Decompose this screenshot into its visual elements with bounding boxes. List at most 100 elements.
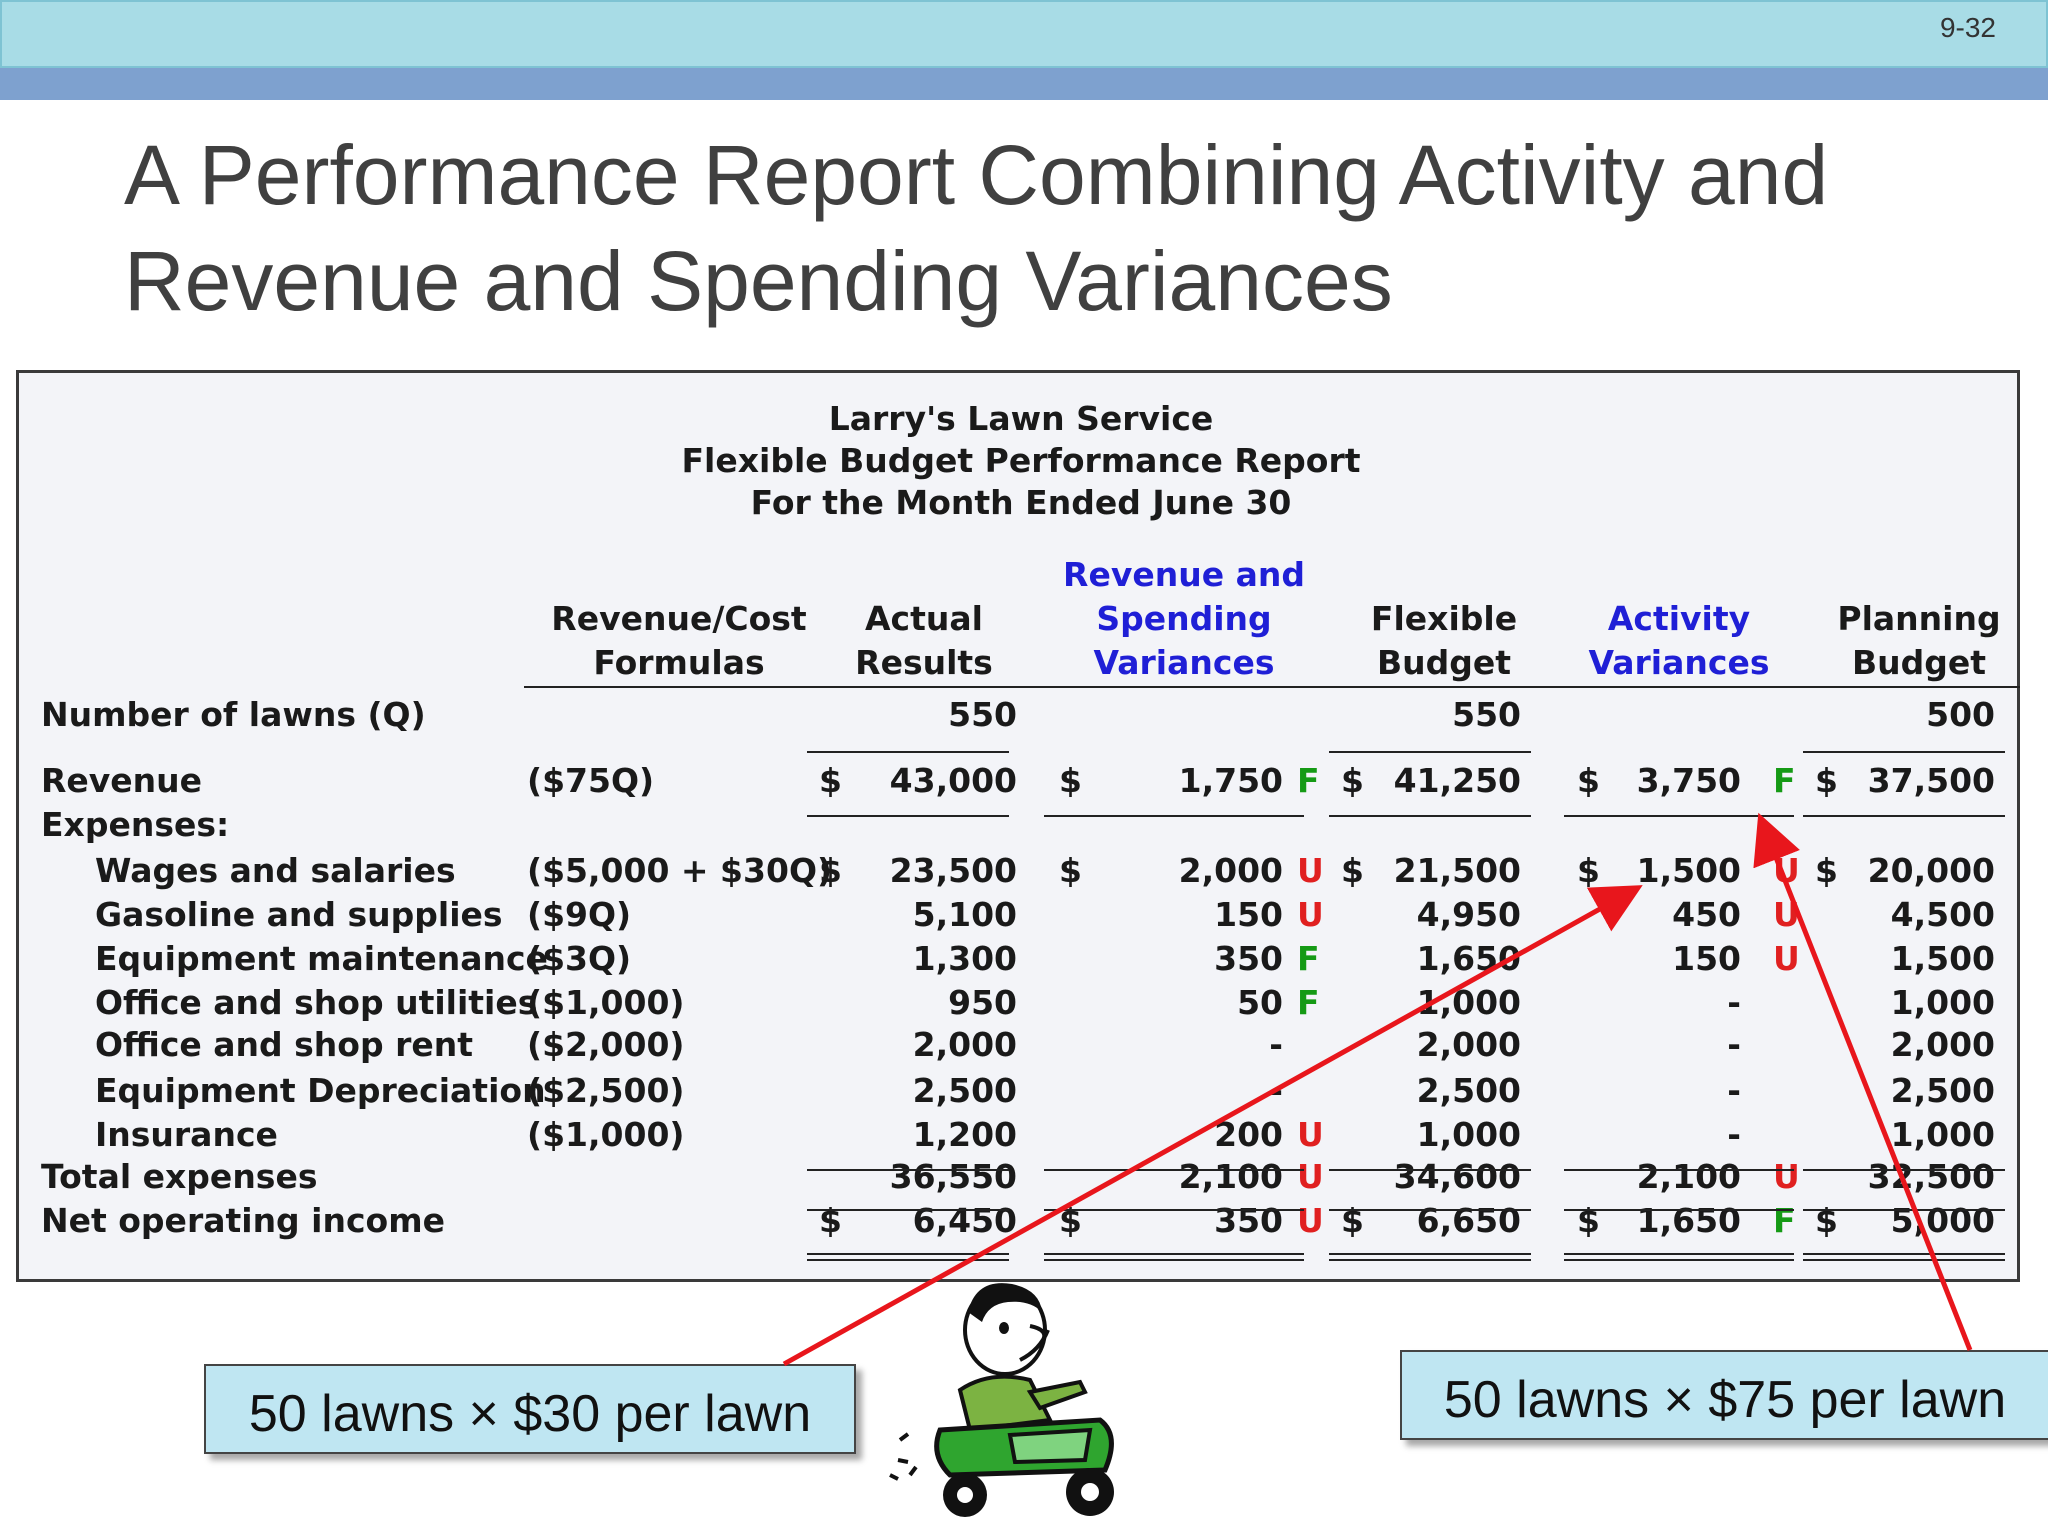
rule-ins-plan	[1803, 1169, 2005, 1171]
rule-noi-flex	[1329, 1253, 1531, 1255]
callout-right: 50 lawns × $75 per lawn	[1400, 1350, 2048, 1440]
col-header-formulas-line2: Formulas	[593, 643, 765, 682]
row-7-act: -	[1727, 1025, 1741, 1064]
col-header-formulas-line1: Revenue/Cost	[551, 599, 807, 638]
report-name: Flexible Budget Performance Report	[681, 441, 1361, 480]
col-header-actual-line2: Results	[855, 643, 993, 682]
row-5-act-flag: U	[1773, 939, 1800, 978]
row-4-plan: 4,500	[1890, 895, 1995, 934]
col-header-planning-line2: Budget	[1851, 643, 1987, 682]
row-6-formula: ($1,000)	[527, 983, 685, 1022]
lawn-mower-man-icon	[889, 1283, 1114, 1517]
row-3-formula: ($5,000 + $30Q)	[527, 851, 833, 890]
row-7-rs: -	[1269, 1025, 1283, 1064]
row-3-label: Wages and salaries	[95, 851, 456, 890]
row-0-actual: 550	[948, 695, 1017, 734]
row-9-rs: 200	[1214, 1115, 1283, 1154]
row-3-actual-sign: $	[819, 851, 842, 890]
col-header-activity: Activity Variances	[1574, 597, 1784, 685]
col-header-activity-line1: Activity	[1607, 599, 1751, 638]
rule-tot-plan	[1803, 1209, 2005, 1211]
col-header-flexible-line2: Budget	[1376, 643, 1512, 682]
rule-noi-act	[1564, 1253, 1794, 1255]
row-8-flex: 2,500	[1416, 1071, 1521, 1110]
row-11-rs-flag: U	[1297, 1201, 1324, 1240]
row-9-actual: 1,200	[912, 1115, 1017, 1154]
rule-rev-flex	[1329, 815, 1531, 817]
row-4-flex: 4,950	[1416, 895, 1521, 934]
row-1-act-flag: F	[1773, 761, 1796, 800]
col-header-flexible: Flexible Budget	[1339, 597, 1549, 685]
row-6-act: -	[1727, 983, 1741, 1022]
row-3-plan-sign: $	[1815, 851, 1838, 890]
col-header-planning: Planning Budget	[1809, 597, 2029, 685]
row-5-rs-flag: F	[1297, 939, 1320, 978]
row-0-plan: 500	[1926, 695, 1995, 734]
rule-lawns-actual	[807, 751, 1009, 753]
row-6-plan: 1,000	[1890, 983, 1995, 1022]
row-4-rs: 150	[1214, 895, 1283, 934]
arrow-revenue-activity	[1753, 812, 1973, 1351]
row-3-rs-sign: $	[1059, 851, 1082, 890]
rule-lawns-flex	[1329, 751, 1531, 753]
col-header-flexible-line1: Flexible	[1370, 599, 1518, 638]
row-8-label: Equipment Depreciation	[95, 1071, 546, 1110]
row-11-actual: 6,450	[912, 1201, 1017, 1240]
row-8-act: -	[1727, 1071, 1741, 1110]
slide-title: A Performance Report Combining Activity …	[124, 122, 2004, 334]
row-9-flex: 1,000	[1416, 1115, 1521, 1154]
row-10-plan: 32,500	[1867, 1157, 1995, 1196]
row-5-label: Equipment maintenance	[95, 939, 548, 978]
rule-lawns-plan	[1803, 751, 2005, 753]
row-1-plan: 37,500	[1867, 761, 1995, 800]
rule-tot-act	[1564, 1209, 1794, 1211]
row-5-rs: 350	[1214, 939, 1283, 978]
row-10-actual: 36,550	[889, 1157, 1017, 1196]
row-10-flex: 34,600	[1393, 1157, 1521, 1196]
rule-tot-actual	[807, 1209, 1009, 1211]
row-6-actual: 950	[948, 983, 1017, 1022]
row-7-flex: 2,000	[1416, 1025, 1521, 1064]
row-1-formula: ($75Q)	[527, 761, 655, 800]
arrow-wages-activity	[782, 885, 1643, 1367]
row-1-flex-sign: $	[1341, 761, 1364, 800]
rule-tot-rs	[1044, 1209, 1304, 1211]
row-3-plan: 20,000	[1867, 851, 1995, 890]
row-6-label: Office and shop utilities	[95, 983, 538, 1022]
header-rule	[524, 686, 2020, 688]
col-header-actual-line1: Actual	[865, 599, 983, 638]
row-11-act: 1,650	[1636, 1201, 1741, 1240]
row-9-formula: ($1,000)	[527, 1115, 685, 1154]
row-1-act: 3,750	[1636, 761, 1741, 800]
row-4-actual: 5,100	[912, 895, 1017, 934]
row-7-formula: ($2,000)	[527, 1025, 685, 1064]
row-1-rs-flag: F	[1297, 761, 1320, 800]
row-11-flex: 6,650	[1416, 1201, 1521, 1240]
row-4-rs-flag: U	[1297, 895, 1324, 934]
col-header-formulas: Revenue/Cost Formulas	[539, 597, 819, 685]
col-header-rs-line1: Revenue and	[1063, 555, 1305, 594]
row-5-actual: 1,300	[912, 939, 1017, 978]
row-4-formula: ($9Q)	[527, 895, 632, 934]
row-8-plan: 2,500	[1890, 1071, 1995, 1110]
report-period: For the Month Ended June 30	[750, 483, 1292, 522]
row-10-rs: 2,100	[1178, 1157, 1283, 1196]
row-5-plan: 1,500	[1890, 939, 1995, 978]
row-5-act: 150	[1672, 939, 1741, 978]
row-3-act-sign: $	[1577, 851, 1600, 890]
row-3-rs: 2,000	[1178, 851, 1283, 890]
row-10-act: 2,100	[1636, 1157, 1741, 1196]
rule-tot-flex	[1329, 1209, 1531, 1211]
row-1-actual: 43,000	[889, 761, 1017, 800]
row-1-act-sign: $	[1577, 761, 1600, 800]
row-3-flex-sign: $	[1341, 851, 1364, 890]
row-7-actual: 2,000	[912, 1025, 1017, 1064]
row-5-formula: ($3Q)	[527, 939, 632, 978]
callout-left: 50 lawns × $30 per lawn	[204, 1364, 856, 1454]
slide-band	[0, 68, 2048, 100]
row-10-rs-flag: U	[1297, 1157, 1324, 1196]
row-1-actual-sign: $	[819, 761, 842, 800]
row-9-label: Insurance	[95, 1115, 278, 1154]
slide-title-line-1: A Performance Report Combining Activity …	[124, 128, 1829, 222]
